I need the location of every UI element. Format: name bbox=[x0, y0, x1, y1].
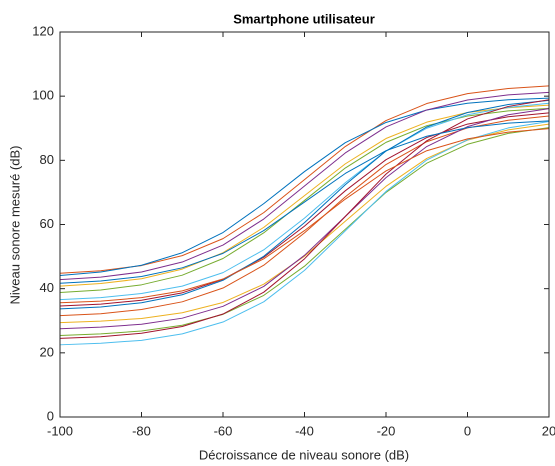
y-tick-label: 120 bbox=[32, 23, 54, 38]
series-line bbox=[59, 91, 550, 281]
series-line bbox=[59, 102, 550, 301]
y-tick-label: 60 bbox=[40, 216, 54, 231]
x-tick-label: 0 bbox=[464, 423, 471, 438]
series-line bbox=[59, 108, 550, 330]
y-tick-label: 80 bbox=[40, 152, 54, 167]
series-line bbox=[59, 121, 550, 346]
y-tick-label: 0 bbox=[47, 408, 54, 423]
series-line bbox=[59, 128, 550, 304]
axes-box bbox=[59, 31, 550, 418]
series-line bbox=[59, 127, 550, 337]
x-tick-label: -20 bbox=[377, 423, 396, 438]
series-line bbox=[59, 99, 550, 339]
x-axis-label: Décroissance de niveau sonore (dB) bbox=[199, 447, 409, 462]
chart-title: Smartphone utilisateur bbox=[233, 11, 375, 26]
x-tick-label: -80 bbox=[132, 423, 151, 438]
y-tick-label: 100 bbox=[32, 88, 54, 103]
lines bbox=[59, 85, 550, 346]
series-line bbox=[59, 107, 550, 294]
y-axis-label: Niveau sonore mesuré (dB) bbox=[7, 146, 22, 305]
y-tick-label: 40 bbox=[40, 280, 54, 295]
series-line bbox=[59, 120, 550, 284]
x-tick-label: -60 bbox=[214, 423, 233, 438]
series-line bbox=[59, 112, 550, 307]
x-tick-label: -100 bbox=[47, 423, 73, 438]
y-tick-label: 20 bbox=[40, 344, 54, 359]
x-tick-label: 20 bbox=[542, 423, 555, 438]
series-line bbox=[59, 99, 550, 310]
plot-area bbox=[60, 32, 549, 417]
x-tick-label: -40 bbox=[295, 423, 314, 438]
series-line bbox=[59, 97, 550, 277]
